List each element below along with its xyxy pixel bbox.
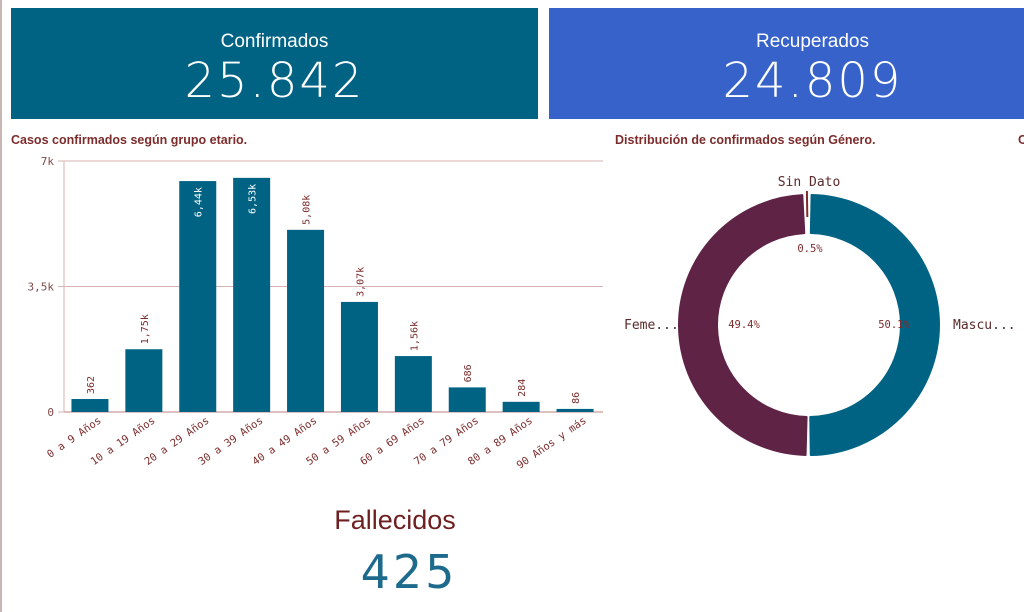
donut-marks: 50.1% 49.4% 0.5% Mascu... Feme... Sin Dato [624,175,1016,456]
age-bar-chart[interactable]: 0 3,5k 7k 362 1,75k 6,44k 6,53k 5,08k 3,07k 1,56… [0,155,610,495]
bar [287,229,325,412]
kpi-confirmados-value: 25.842 [184,53,365,109]
bar-value-label: 362 [86,376,97,394]
bar [71,399,109,412]
kpi-confirmados[interactable]: Confirmados 25.842 [11,8,538,119]
bar [556,408,594,412]
bar-value-label: 6,53k [248,184,259,214]
gender-donut-chart[interactable]: 50.1% 49.4% 0.5% Mascu... Feme... Sin Dato [610,160,1024,470]
bar [394,356,432,412]
page-left-border [0,0,2,612]
bar-value-label: 3,07k [355,267,366,297]
donut-value-label: 0.5% [797,243,823,255]
y-tick-label: 0 [47,406,54,419]
kpi-fallecidos-label: Fallecidos [334,505,456,535]
donut-value-label: 49.4% [728,319,760,331]
donut-category-label: Feme... [624,318,679,333]
bar [340,301,378,412]
bar [179,181,217,412]
donut-category-label: Sin Dato [778,175,841,190]
age-chart-title: Casos confirmados según grupo etario. [11,133,248,147]
kpi-confirmados-label: Confirmados [220,31,329,52]
bar [502,401,540,412]
bar-value-label: 1,75k [140,314,151,344]
donut-value-label: 50.1% [878,319,910,331]
bar-value-label: 5,08k [302,195,313,225]
bar-value-label: 86 [571,392,582,404]
bar-value-label: 6,44k [194,187,205,217]
bar [233,177,271,412]
bar-value-label: 1,56k [409,321,420,351]
kpi-fallecidos-value: 425 [360,545,458,599]
bar-marks: 362 1,75k 6,44k 6,53k 5,08k 3,07k 1,56k 686 284 8… [71,177,594,412]
bar [125,349,163,412]
donut-category-label: Mascu... [953,318,1016,333]
kpi-recuperados[interactable]: Recuperados 24.809 [549,8,1024,119]
donut-slice [809,194,940,456]
kpi-recuperados-value: 24.809 [722,53,903,109]
donut-slice [678,194,808,456]
gender-chart-title: Distribución de confirmados según Género… [615,133,876,147]
third-chart-title-partial: C [1018,133,1024,147]
y-tick-label: 7k [41,155,55,168]
y-tick-label: 3,5k [28,281,55,294]
bar-value-label: 686 [463,364,474,382]
bar [448,387,486,412]
bar-value-label: 284 [517,379,528,397]
kpi-recuperados-label: Recuperados [755,31,870,52]
